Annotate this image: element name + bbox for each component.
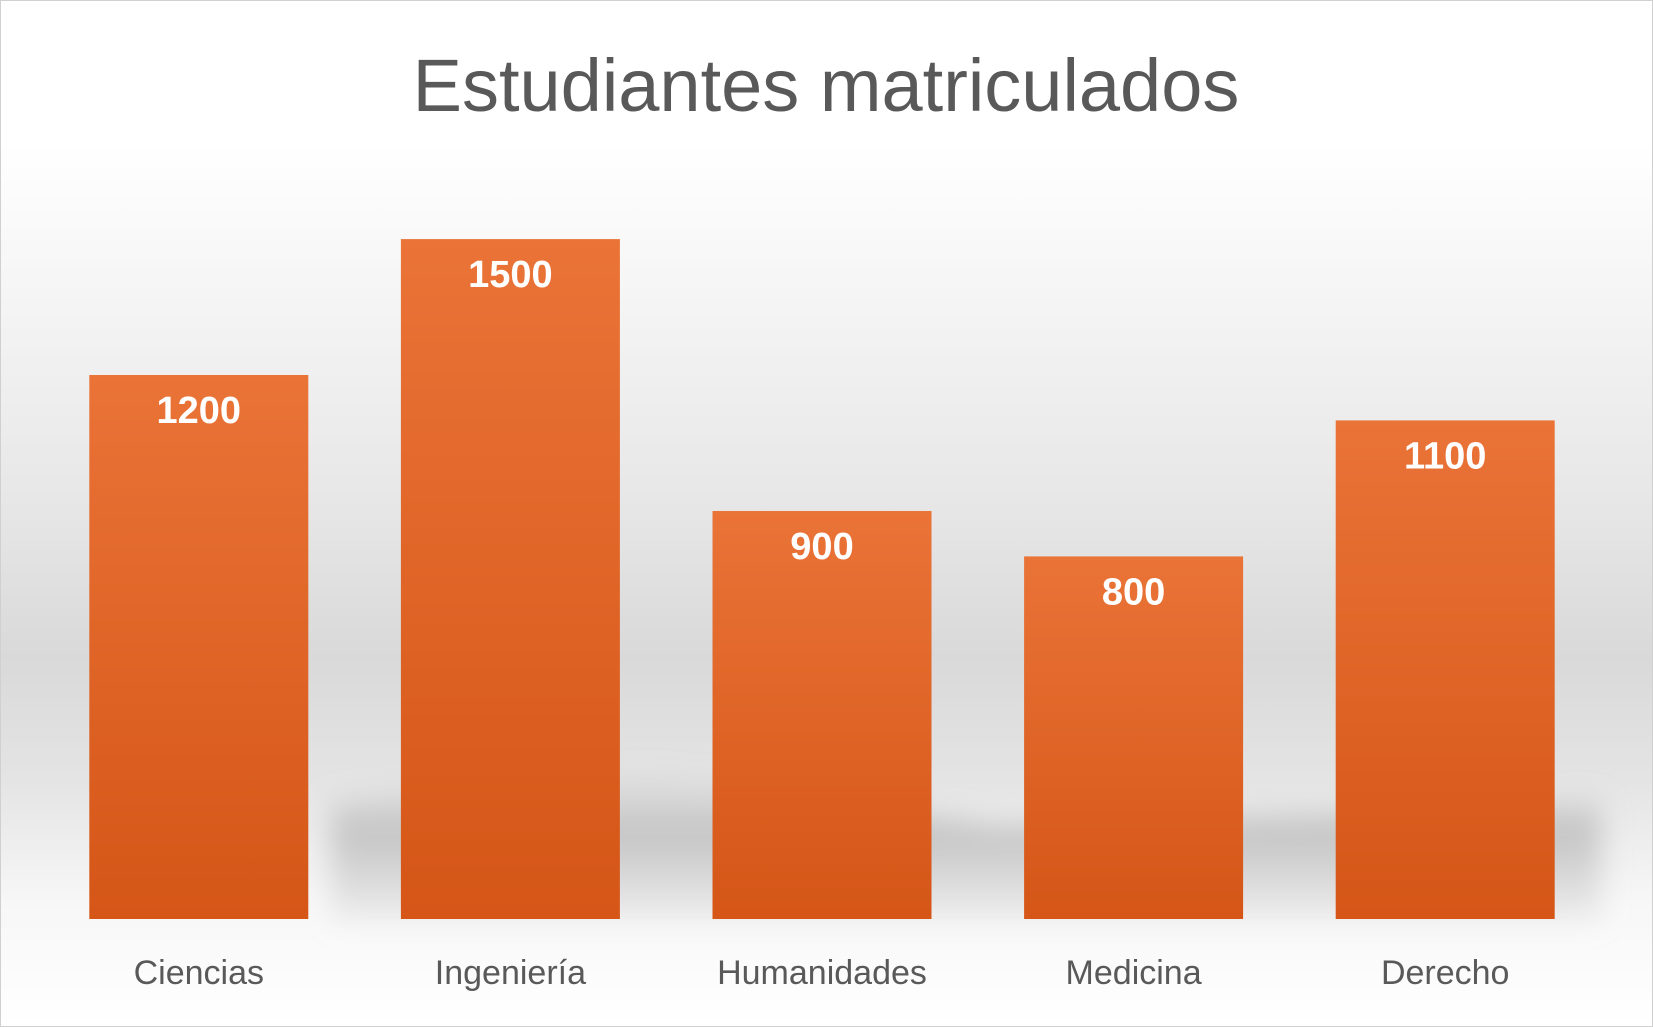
data-label-0: 1200	[157, 390, 242, 432]
x-tick-label-2: Humanidades	[717, 954, 927, 992]
x-tick-label-0: Ciencias	[134, 954, 264, 992]
chart-title: Estudiantes matriculados	[413, 44, 1240, 127]
bars-layer	[89, 239, 1555, 920]
data-labels-layer: 1200 1500 900 800 1100	[157, 254, 1487, 613]
floor-shadow	[331, 771, 1601, 921]
x-axis-labels: Ciencias Ingeniería Humanidades Medicina Der…	[134, 954, 1510, 992]
x-tick-label-4: Derecho	[1381, 954, 1510, 992]
bar-3	[1024, 556, 1244, 919]
bar-4	[1335, 420, 1555, 919]
data-label-2: 900	[790, 526, 853, 568]
data-label-4: 1100	[1404, 435, 1486, 477]
bar-0	[89, 375, 309, 919]
data-label-1: 1500	[468, 254, 553, 296]
bar-2	[712, 511, 932, 919]
x-tick-label-1: Ingeniería	[435, 954, 586, 992]
bar-1	[400, 239, 620, 920]
data-label-3: 800	[1102, 571, 1165, 613]
x-tick-label-3: Medicina	[1066, 954, 1202, 992]
